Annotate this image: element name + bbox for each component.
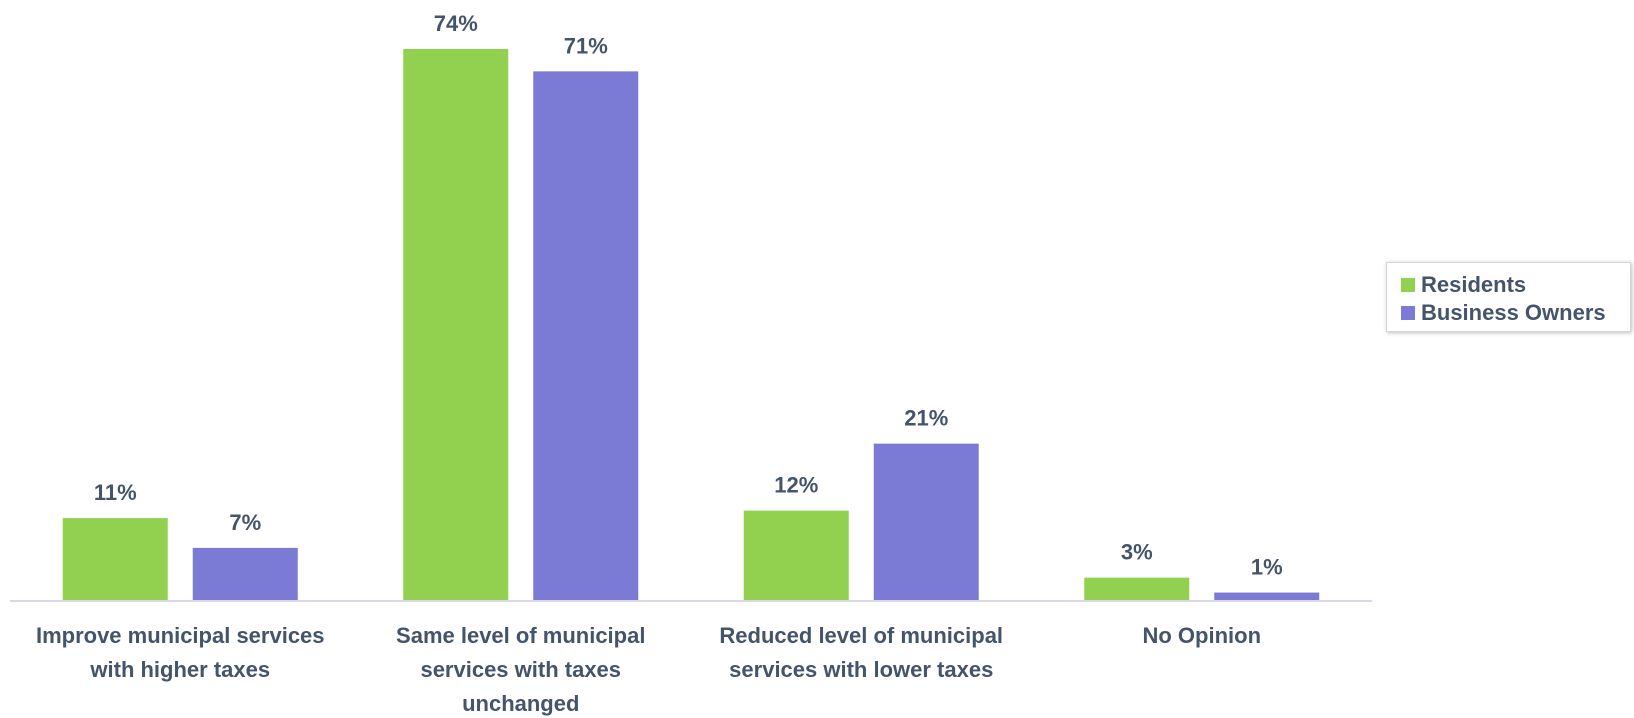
value-labels-group: 11% 7% 74% 71% 12% 21% 3% 1% — [94, 11, 1283, 580]
data-label-business-owners-2: 21% — [904, 406, 948, 431]
category-label-line: unchanged — [462, 691, 579, 716]
bar-business-owners-3 — [1214, 592, 1320, 600]
category-label-1: Same level of municipal services with tax… — [396, 623, 645, 716]
bar-business-owners-0 — [192, 547, 298, 600]
category-label-line: services with lower taxes — [729, 657, 993, 682]
category-label-2: Reduced level of municipal services with … — [719, 623, 1003, 682]
data-label-business-owners-0: 7% — [229, 510, 261, 535]
bar-residents-2 — [743, 510, 849, 600]
data-label-business-owners-1: 71% — [564, 33, 608, 58]
data-label-residents-2: 12% — [774, 473, 818, 498]
bars-group — [62, 49, 1320, 601]
category-label-3: No Opinion — [1142, 623, 1261, 648]
category-labels-group: Improve municipal services with higher ta… — [36, 623, 1261, 716]
category-label-line: services with taxes — [420, 657, 621, 682]
legend: Residents Business Owners — [1386, 262, 1631, 332]
category-label-line: No Opinion — [1142, 623, 1261, 648]
category-label-line: Reduced level of municipal — [719, 623, 1003, 648]
data-label-business-owners-3: 1% — [1251, 555, 1283, 580]
legend-swatch-business-owners — [1401, 306, 1415, 320]
legend-swatch-residents — [1401, 278, 1415, 292]
category-label-line: Improve municipal services — [36, 623, 325, 648]
bar-business-owners-2 — [873, 443, 979, 600]
data-label-residents-1: 74% — [434, 11, 478, 36]
bar-business-owners-1 — [533, 71, 639, 601]
bar-residents-3 — [1084, 577, 1190, 600]
legend-item-residents: Residents — [1401, 271, 1630, 299]
legend-label-residents: Residents — [1421, 272, 1527, 297]
category-label-line: Same level of municipal — [396, 623, 645, 648]
legend-label-business-owners: Business Owners — [1421, 300, 1606, 325]
bar-residents-1 — [403, 49, 509, 600]
category-label-0: Improve municipal services with higher ta… — [36, 623, 325, 682]
data-label-residents-0: 11% — [94, 480, 137, 505]
data-label-residents-3: 3% — [1121, 540, 1153, 565]
legend-item-business-owners: Business Owners — [1401, 299, 1630, 327]
bar-residents-0 — [62, 518, 168, 600]
category-label-line: with higher taxes — [89, 657, 270, 682]
